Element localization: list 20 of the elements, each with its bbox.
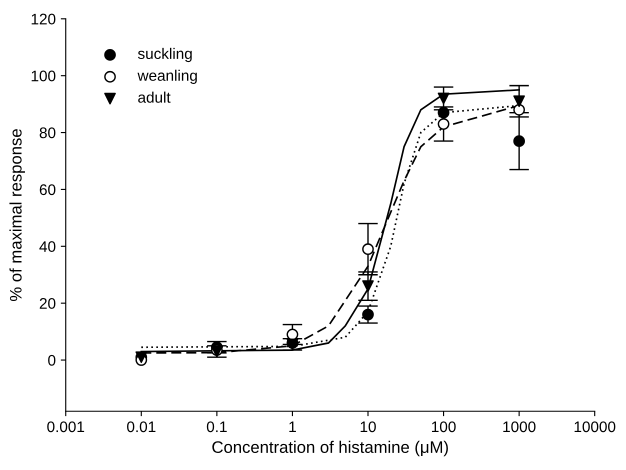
legend-label: adult [138,92,171,103]
x-tick-label: 1 [289,422,296,432]
legend-label: weanling [138,70,197,84]
y-tick-label: 80 [40,127,56,138]
y-tick-label: 20 [40,298,56,309]
y-tick-label: 120 [32,14,56,24]
x-tick-label: 0.01 [127,421,156,432]
y-tick-label: 0 [48,354,56,366]
x-tick-label: 0.001 [47,421,84,432]
y-tick-label: 100 [32,70,56,82]
legend-label: suckling [138,48,192,62]
x-tick-label: 100 [432,421,456,432]
x-axis-title: Concentration of histamine (μM) [212,440,448,456]
x-tick-label: 1000 [503,421,536,432]
y-tick-label: 60 [40,184,56,196]
x-tick-label: 10000 [574,421,616,432]
x-tick-label: 0.1 [206,421,227,432]
y-axis-title: % of maximal response [9,129,25,302]
y-tick-label: 40 [39,241,56,252]
x-tick-label: 10 [360,421,376,432]
